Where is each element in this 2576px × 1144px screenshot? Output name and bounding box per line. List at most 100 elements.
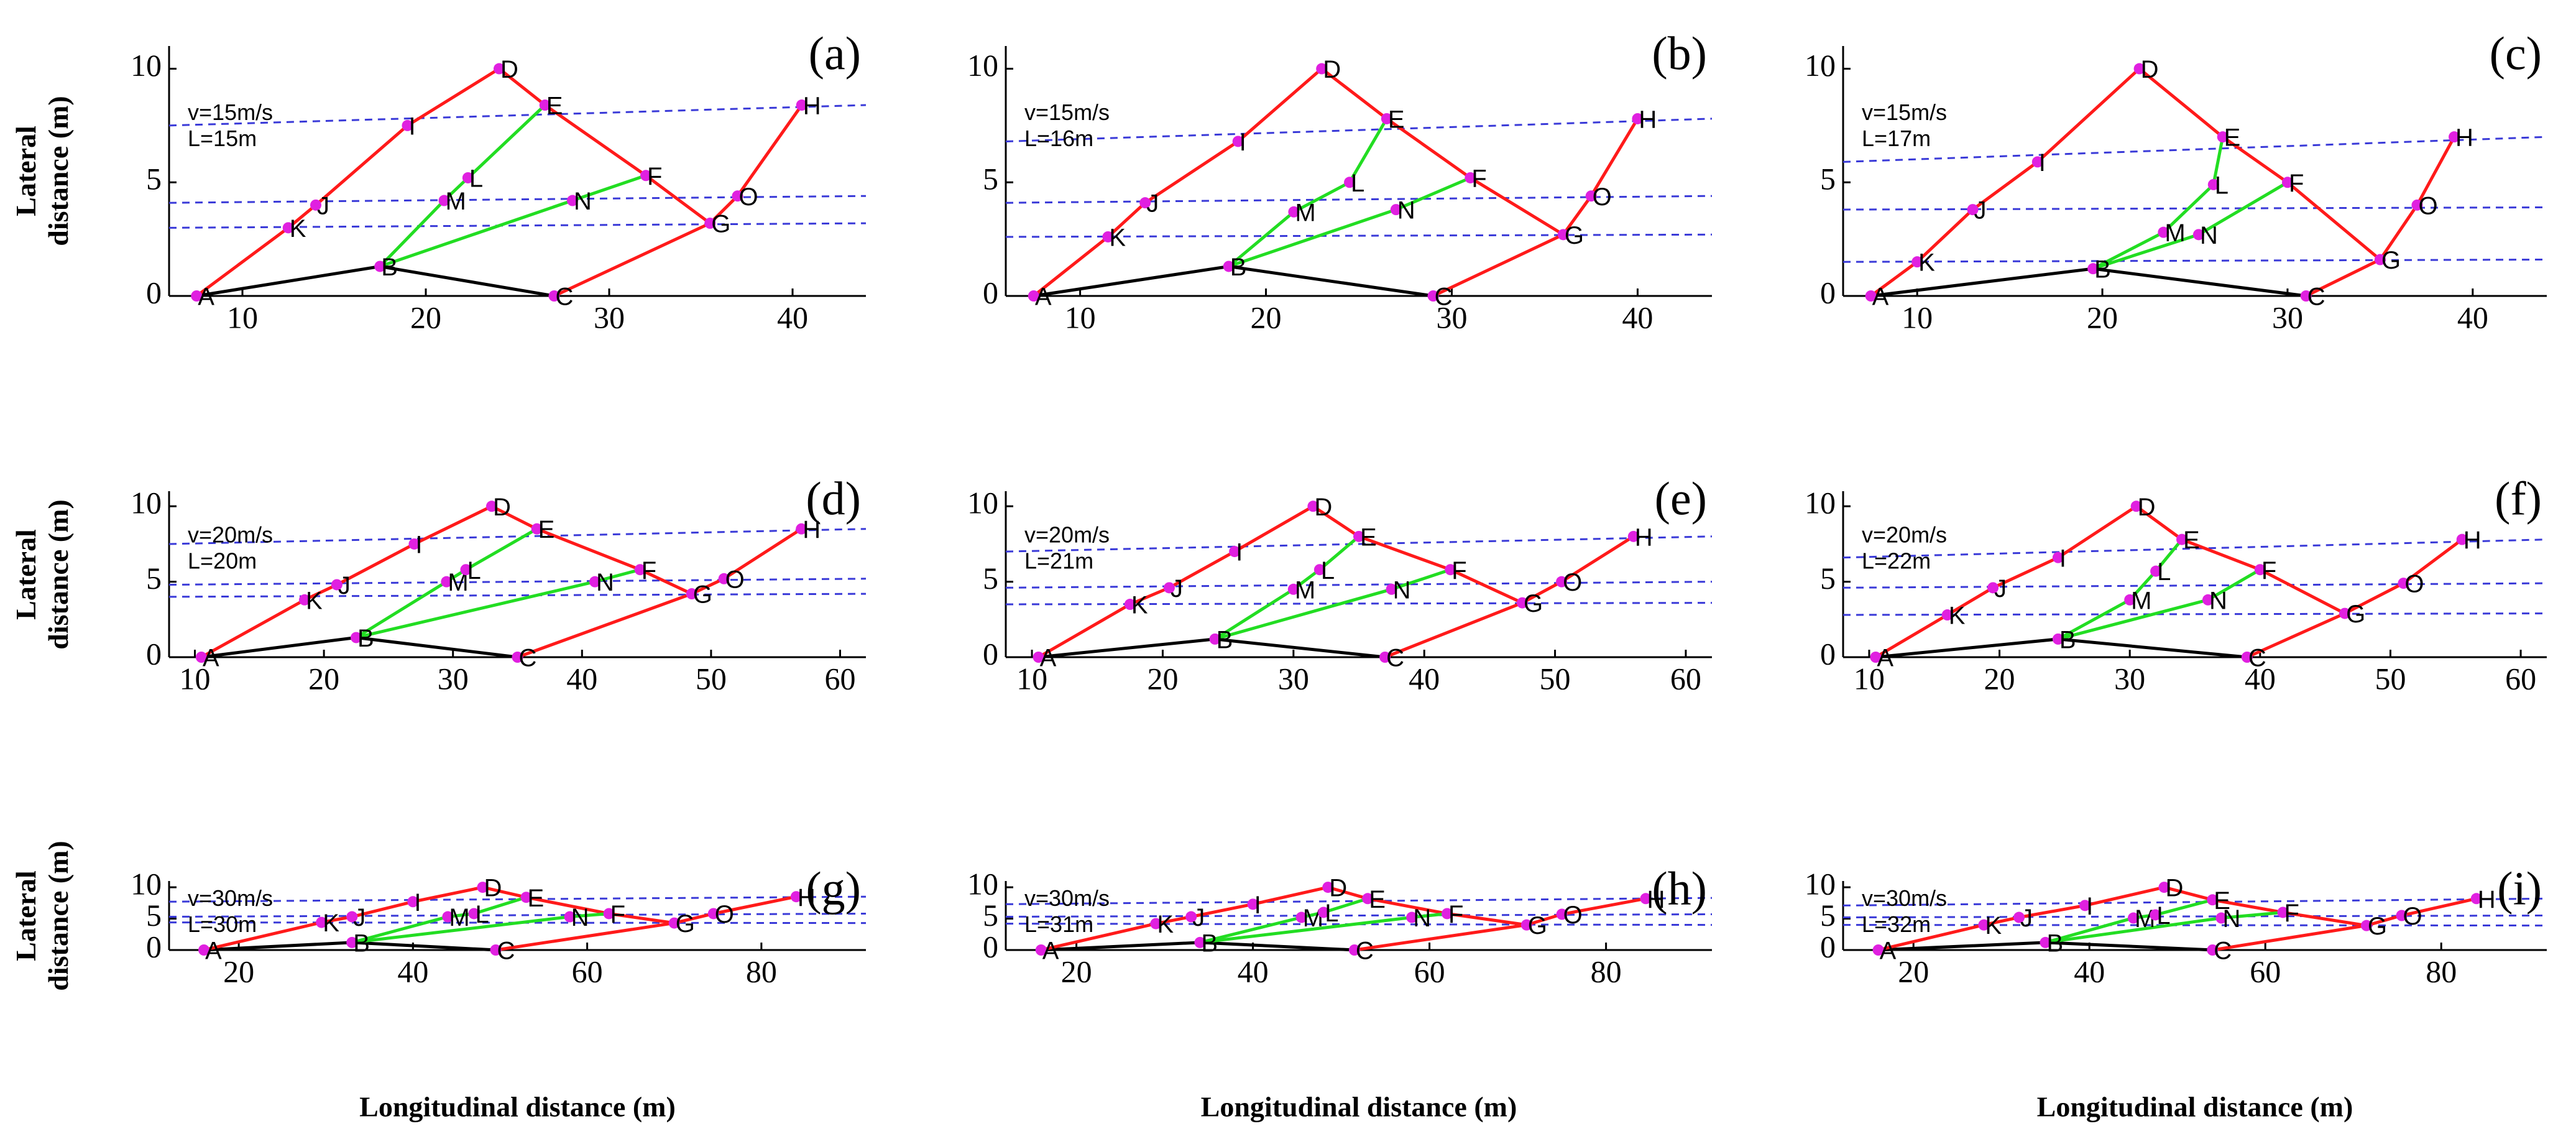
point-marker <box>1102 231 1114 242</box>
point-label: D <box>484 875 502 902</box>
point-marker <box>2127 912 2139 924</box>
point-label: H <box>1647 886 1665 913</box>
point-label: D <box>493 494 511 521</box>
y-tick-label: 10 <box>967 48 998 83</box>
x-tick-label: 40 <box>1409 661 1440 696</box>
point-marker <box>346 936 358 948</box>
dashed-line <box>168 528 867 545</box>
x-tick-label: 10 <box>1016 661 1047 696</box>
point-label: F <box>1471 165 1486 193</box>
point-label: M <box>1295 199 1315 226</box>
point-label: H <box>803 516 821 543</box>
x-tick-label: 30 <box>1436 300 1467 334</box>
point-label: G <box>1528 912 1547 939</box>
path-line <box>490 505 692 596</box>
point-label: O <box>715 901 734 928</box>
x-tick-label: 80 <box>2426 954 2457 989</box>
point-marker <box>2150 909 2161 921</box>
point-label: B <box>2094 256 2111 284</box>
path-line <box>196 264 554 298</box>
point-label: L <box>1351 170 1364 197</box>
point-marker <box>2202 594 2214 606</box>
point-label: O <box>2404 571 2424 598</box>
point-marker <box>1556 576 1568 588</box>
point-label: C <box>519 645 537 672</box>
point-label: C <box>1435 284 1453 311</box>
point-marker <box>1520 919 1532 931</box>
point-marker <box>2150 565 2162 577</box>
path-line <box>1199 897 1368 944</box>
point-marker <box>539 99 551 111</box>
point-label: L <box>2157 558 2171 586</box>
point-marker <box>442 911 454 923</box>
path-line <box>2212 897 2477 952</box>
annotation: v=30m/s <box>1862 885 1947 911</box>
point-marker <box>1223 261 1235 272</box>
annotation: L=31m <box>1024 911 1093 937</box>
point-label: G <box>693 581 712 609</box>
y-tick-label: 5 <box>146 561 162 596</box>
point-marker <box>704 218 716 229</box>
point-label: O <box>1593 183 1612 211</box>
x-tick-label: 60 <box>824 661 855 696</box>
point-marker <box>1194 936 1206 948</box>
point-marker <box>1139 197 1151 209</box>
dashed-line <box>1842 206 2547 211</box>
annotation: v=20m/s <box>1024 522 1110 547</box>
x-tick-label: 30 <box>438 661 469 696</box>
point-label: M <box>446 188 466 215</box>
point-marker <box>1386 583 1397 595</box>
point-marker <box>668 917 680 929</box>
point-marker <box>1316 63 1328 75</box>
point-label: D <box>2141 56 2159 83</box>
point-label: I <box>415 532 422 559</box>
y-tick-label: 5 <box>983 561 998 596</box>
point-label: H <box>1635 524 1653 551</box>
point-marker <box>1362 893 1374 905</box>
y-tick-label: 0 <box>983 636 998 671</box>
panel-label: (g) <box>806 862 861 915</box>
point-marker <box>796 523 807 535</box>
point-label: D <box>1314 494 1332 521</box>
point-marker <box>2133 63 2145 75</box>
point-marker <box>520 892 532 903</box>
y-tick-label: 10 <box>1805 867 1836 902</box>
point-label: B <box>381 254 398 281</box>
point-marker <box>2176 533 2188 545</box>
x-tick-label: 60 <box>2505 661 2536 696</box>
annotation: L=21m <box>1024 548 1093 573</box>
dashed-line <box>168 593 867 598</box>
point-label: K <box>323 910 339 937</box>
point-label: H <box>2455 124 2473 152</box>
point-label: A <box>1872 284 1889 311</box>
path-line <box>2135 505 2346 615</box>
point-label: G <box>676 910 695 938</box>
x-tick-label: 40 <box>2245 661 2276 696</box>
point-label: J <box>1171 575 1183 602</box>
point-label: I <box>1236 539 1243 566</box>
point-marker <box>2456 533 2468 545</box>
point-label: K <box>1157 911 1174 938</box>
point-marker <box>1406 911 1418 923</box>
point-label: C <box>556 284 574 311</box>
point-marker <box>2031 156 2043 168</box>
point-marker <box>1556 908 1568 920</box>
y-tick-label: 0 <box>983 275 998 310</box>
point-marker <box>191 290 203 302</box>
point-label: G <box>711 211 730 238</box>
point-label: G <box>2346 601 2365 628</box>
x-tick-label: 40 <box>2457 300 2488 334</box>
dashed-line <box>1842 915 2547 918</box>
path-line <box>482 885 675 925</box>
point-label: J <box>1974 197 1987 224</box>
panel-label: (a) <box>809 27 861 80</box>
point-marker <box>346 911 358 923</box>
point-label: N <box>571 904 589 931</box>
point-label: N <box>1393 576 1411 604</box>
point-label: F <box>1451 557 1466 584</box>
x-tick-label: 40 <box>2074 954 2105 989</box>
point-marker <box>2158 882 2170 893</box>
y-tick-label: 0 <box>1820 636 1836 671</box>
point-label: A <box>205 938 222 965</box>
x-tick-label: 60 <box>1670 661 1701 696</box>
